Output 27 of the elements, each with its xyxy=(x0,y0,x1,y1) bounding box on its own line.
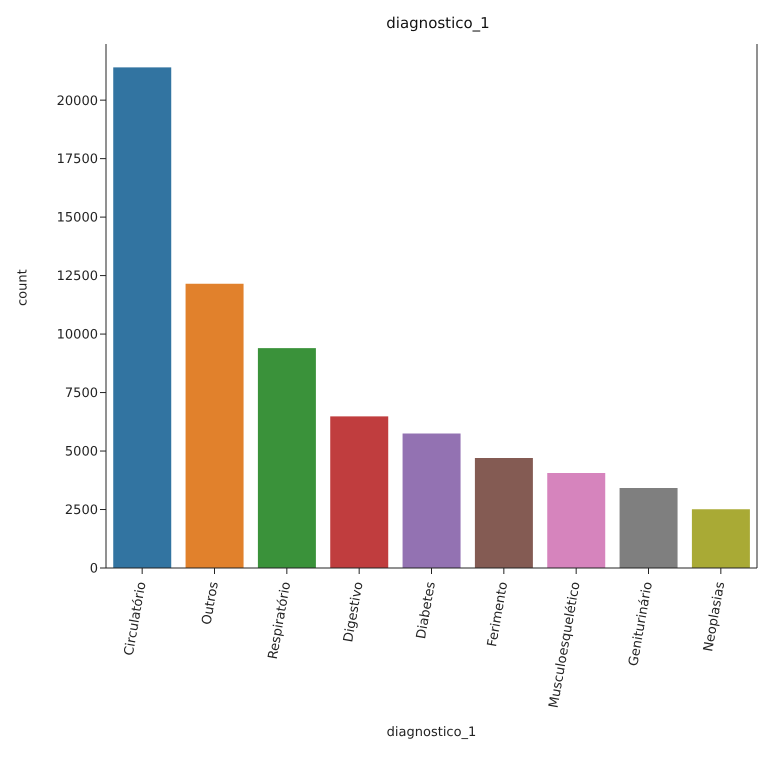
bar xyxy=(474,458,533,568)
bar xyxy=(620,488,678,568)
x-tick-label: Digestivo xyxy=(341,580,367,644)
y-tick-label: 12500 xyxy=(56,269,98,284)
bar xyxy=(186,284,244,568)
bar xyxy=(113,67,172,568)
y-tick-label: 5000 xyxy=(64,444,98,460)
bar xyxy=(258,348,316,568)
y-axis-title: count xyxy=(16,269,31,306)
y-tick-label: 2500 xyxy=(64,503,98,518)
x-tick-label: Diabetes xyxy=(414,580,439,640)
bar xyxy=(330,416,388,568)
x-tick-label: Ferimento xyxy=(485,580,512,648)
bar xyxy=(547,473,606,568)
y-tick-label: 10000 xyxy=(56,328,98,343)
y-tick-label: 7500 xyxy=(64,386,98,402)
x-tick-label: Neoplasias xyxy=(701,580,728,653)
y-tick-label: 15000 xyxy=(56,210,98,226)
y-tick-label: 17500 xyxy=(56,152,98,168)
chart-title: diagnostico_1 xyxy=(385,14,491,32)
bar xyxy=(402,433,461,568)
y-tick-label: 0 xyxy=(90,562,98,577)
y-tick-label: 20000 xyxy=(56,94,98,109)
x-axis-title: diagnostico_1 xyxy=(386,725,476,740)
x-tick-label: Circulatório xyxy=(122,580,150,657)
x-tick-label: Outros xyxy=(200,580,222,626)
bar xyxy=(692,509,750,568)
